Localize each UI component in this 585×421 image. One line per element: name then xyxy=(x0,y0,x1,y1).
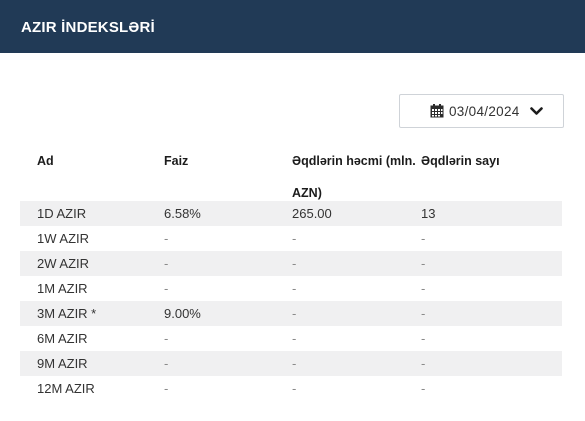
cell-name: 1W AZIR xyxy=(37,231,90,246)
cell-volume: - xyxy=(292,231,297,246)
cell-rate: - xyxy=(164,231,169,246)
cell-volume: 265.00 xyxy=(292,206,332,221)
table-row: 12M AZIR - - - xyxy=(20,376,562,401)
cell-volume: - xyxy=(292,281,297,296)
cell-count: - xyxy=(421,356,426,371)
cell-name: 3M AZIR * xyxy=(37,306,97,321)
table-row: 1M AZIR - - - xyxy=(20,276,562,301)
cell-rate: - xyxy=(164,256,169,271)
table-header: Ad Faiz Əqdlərin həcmi (mln. AZN) Əqdlər… xyxy=(20,128,562,201)
table-row: 1W AZIR - - - xyxy=(20,226,562,251)
column-header-count: Əqdlərin sayı xyxy=(421,154,500,168)
cell-rate: 9.00% xyxy=(164,306,201,321)
table-row: 1D AZIR 6.58% 265.00 13 xyxy=(20,201,562,226)
calendar-icon xyxy=(430,104,444,118)
cell-rate: - xyxy=(164,381,169,396)
table-row: 3M AZIR * 9.00% - - xyxy=(20,301,562,326)
cell-name: 12M AZIR xyxy=(37,381,95,396)
table-row: 6M AZIR - - - xyxy=(20,326,562,351)
column-header-volume: Əqdlərin həcmi (mln. AZN) xyxy=(292,154,416,200)
cell-volume: - xyxy=(292,256,297,271)
cell-rate: - xyxy=(164,281,169,296)
page-title: AZIR İNDEKSLƏRİ xyxy=(21,19,155,36)
azir-index-table: Ad Faiz Əqdlərin həcmi (mln. AZN) Əqdlər… xyxy=(20,128,562,401)
cell-name: 9M AZIR xyxy=(37,356,88,371)
cell-name: 1D AZIR xyxy=(37,206,87,221)
cell-name: 6M AZIR xyxy=(37,331,88,346)
cell-volume: - xyxy=(292,306,297,321)
cell-name: 2W AZIR xyxy=(37,256,90,271)
cell-count: - xyxy=(421,281,426,296)
date-value: 03/04/2024 xyxy=(449,103,520,119)
cell-count: - xyxy=(421,381,426,396)
cell-rate: - xyxy=(164,331,169,346)
cell-volume: - xyxy=(292,356,297,371)
date-picker[interactable]: 03/04/2024 xyxy=(399,94,564,128)
cell-count: - xyxy=(421,331,426,346)
column-header-name: Ad xyxy=(37,154,54,168)
cell-volume: - xyxy=(292,331,297,346)
cell-count: 13 xyxy=(421,206,436,221)
cell-count: - xyxy=(421,306,426,321)
cell-count: - xyxy=(421,256,426,271)
table-row: 2W AZIR - - - xyxy=(20,251,562,276)
chevron-down-icon xyxy=(529,106,543,116)
page-header: AZIR İNDEKSLƏRİ xyxy=(0,0,585,53)
cell-count: - xyxy=(421,231,426,246)
table-row: 9M AZIR - - - xyxy=(20,351,562,376)
cell-rate: - xyxy=(164,356,169,371)
cell-name: 1M AZIR xyxy=(37,281,88,296)
cell-rate: 6.58% xyxy=(164,206,201,221)
cell-volume: - xyxy=(292,381,297,396)
column-header-rate: Faiz xyxy=(164,154,189,168)
